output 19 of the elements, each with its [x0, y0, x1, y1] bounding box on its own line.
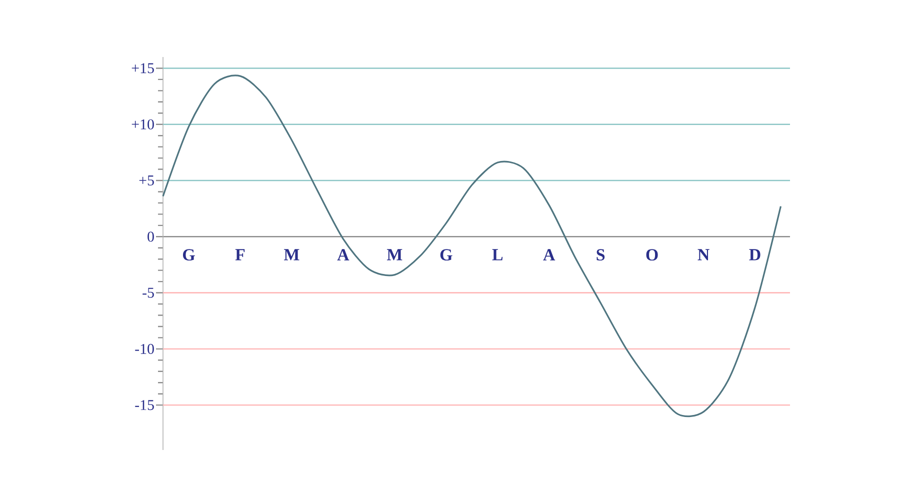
- y-tick-label: +10: [132, 119, 154, 130]
- y-tick-label: -10: [135, 344, 154, 354]
- y-tick-label: -15: [135, 400, 154, 410]
- x-tick-label: D: [749, 249, 760, 260]
- x-tick-label: A: [543, 249, 556, 260]
- x-tick-label: N: [698, 249, 710, 260]
- x-tick-label: M: [386, 249, 402, 260]
- y-tick-label: -5: [142, 288, 154, 298]
- y-tick-label: 0: [148, 232, 154, 242]
- x-tick-label: L: [492, 249, 503, 260]
- y-tick-label: +15: [132, 63, 154, 74]
- x-tick-label: G: [182, 249, 195, 261]
- x-tick-label: O: [646, 249, 658, 261]
- x-tick-label: G: [440, 249, 452, 261]
- x-tick-label: A: [337, 249, 350, 260]
- x-tick-label: M: [284, 249, 300, 260]
- y-tick-label: +5: [139, 176, 154, 186]
- x-tick-label: F: [235, 249, 245, 260]
- x-tick-label: S: [596, 249, 605, 261]
